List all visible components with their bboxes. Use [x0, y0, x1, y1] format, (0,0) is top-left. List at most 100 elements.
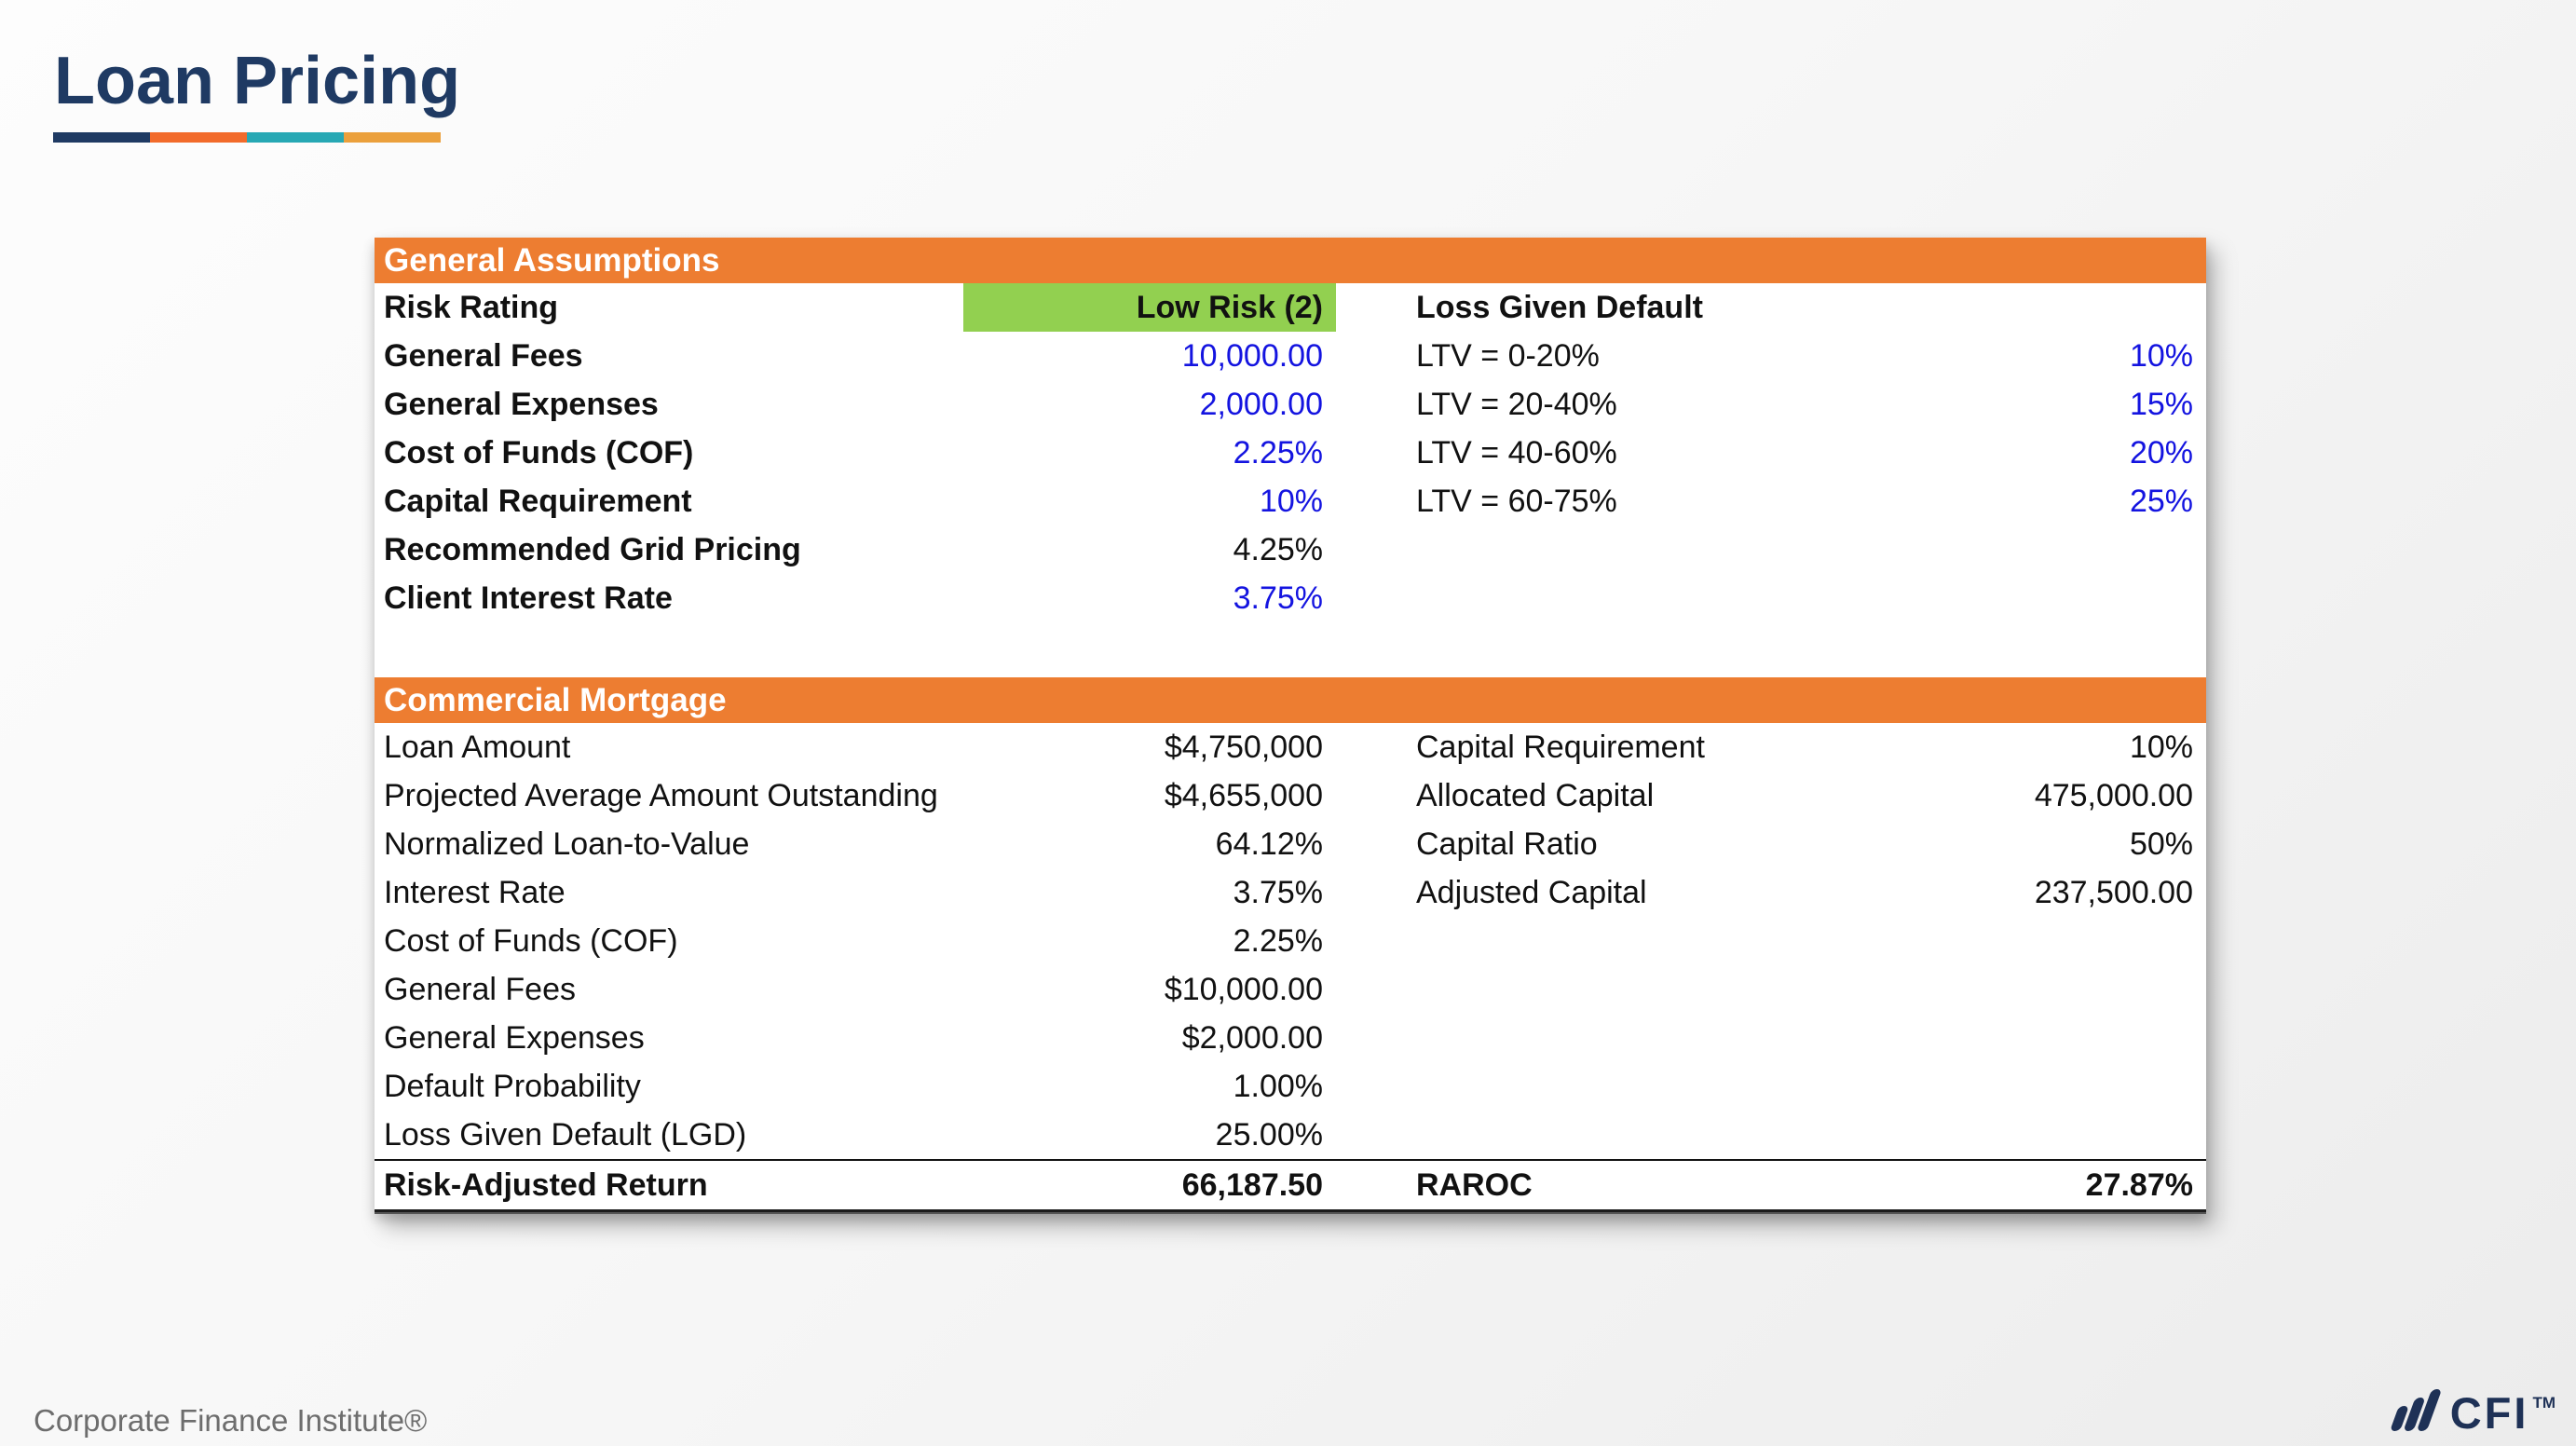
table-row: Client Interest Rate 3.75%	[375, 574, 2206, 622]
table-row: Capital Requirement 10% LTV = 60-75% 25%	[375, 477, 2206, 525]
table-row: Loan Amount $4,750,000 Capital Requirement…	[375, 723, 2206, 771]
row-value-right: 10%	[2129, 729, 2193, 765]
row-value-left: $4,750,000	[1164, 729, 1323, 765]
row-value-left: $10,000.00	[1164, 971, 1323, 1007]
title-accent-bar	[53, 132, 441, 143]
row-value-right[interactable]: 10%	[2129, 337, 2193, 374]
row-value-left[interactable]: 10%	[1259, 483, 1323, 519]
row-label-right	[1416, 525, 1938, 574]
cfi-logo: CFI TM	[2389, 1388, 2556, 1438]
risk-rating-input-cell[interactable]: Low Risk (2)	[963, 283, 1336, 332]
table-row: General Fees $10,000.00	[375, 965, 2206, 1014]
spacer	[1336, 525, 1416, 574]
row-value-left[interactable]: 3.75%	[1233, 580, 1323, 616]
table-row: Loss Given Default (LGD) 25.00%	[375, 1111, 2206, 1159]
spacer	[1336, 1161, 1416, 1209]
row-value-right	[1938, 283, 2206, 332]
row-label-left: Recommended Grid Pricing	[384, 531, 801, 567]
table-row: General Expenses $2,000.00	[375, 1014, 2206, 1062]
totals-right-label: RAROC	[1416, 1166, 1533, 1203]
row-value-right: 475,000.00	[2034, 777, 2193, 813]
table-row: Normalized Loan-to-Value 64.12% Capital Ra…	[375, 820, 2206, 868]
accent-bar-segment-teal	[247, 132, 344, 143]
row-value-right	[1938, 965, 2206, 1014]
row-value-left: 64.12%	[1215, 825, 1323, 862]
spacer	[1336, 820, 1416, 868]
row-value-right	[1938, 917, 2206, 965]
row-label-right: LTV = 40-60%	[1416, 434, 1617, 471]
row-label-right	[1416, 917, 1938, 965]
row-value-right: 50%	[2129, 825, 2193, 862]
row-value-left: 4.25%	[1233, 531, 1323, 567]
row-value-right	[1938, 525, 2206, 574]
row-label-right: Capital Ratio	[1416, 825, 1598, 862]
row-label-right	[1416, 1062, 1938, 1111]
row-label-right	[1416, 1014, 1938, 1062]
spacer	[1336, 477, 1416, 525]
section-header-general-assumptions: General Assumptions	[375, 238, 2206, 283]
row-label-left: Default Probability	[384, 1068, 641, 1104]
row-label-left: General Expenses	[384, 1019, 645, 1056]
cfi-logo-text: CFI	[2449, 1388, 2529, 1438]
row-value-right[interactable]: 15%	[2129, 386, 2193, 422]
row-value-right[interactable]: 25%	[2129, 483, 2193, 519]
row-value-left[interactable]: 2.25%	[1233, 434, 1323, 471]
row-label-right: Capital Requirement	[1416, 729, 1705, 765]
totals-row: Risk-Adjusted Return 66,187.50 RAROC 27.…	[375, 1159, 2206, 1209]
row-label-left: Capital Requirement	[384, 483, 692, 519]
table-row: Cost of Funds (COF) 2.25%	[375, 917, 2206, 965]
row-value-right	[1938, 1014, 2206, 1062]
row-value-left: 1.00%	[1233, 1068, 1323, 1104]
row-label-left: Cost of Funds (COF)	[384, 922, 678, 959]
row-label-right: Adjusted Capital	[1416, 874, 1647, 910]
row-value-left: 25.00%	[1215, 1116, 1323, 1153]
row-value-left[interactable]: 2,000.00	[1199, 386, 1323, 422]
table-bottom-double-border	[375, 1209, 2206, 1214]
spacer	[1336, 1062, 1416, 1111]
row-label-right: LTV = 60-75%	[1416, 483, 1617, 519]
row-value-left: $4,655,000	[1164, 777, 1323, 813]
row-label-right	[1416, 965, 1938, 1014]
page-title: Loan Pricing	[54, 44, 461, 118]
table-row: General Expenses 2,000.00 LTV = 20-40% 15%	[375, 380, 2206, 429]
row-label-left: General Expenses	[384, 386, 659, 422]
row-value-right	[1938, 1062, 2206, 1111]
table-row: Interest Rate 3.75% Adjusted Capital 237,50…	[375, 868, 2206, 917]
table-row: Projected Average Amount Outstanding $4,6…	[375, 771, 2206, 820]
spacer	[1336, 917, 1416, 965]
accent-bar-segment-amber	[344, 132, 441, 143]
row-label-left: Normalized Loan-to-Value	[384, 825, 750, 862]
row-label-left: General Fees	[384, 337, 583, 374]
cfi-logo-tm: TM	[2532, 1394, 2556, 1412]
table-row: General Fees 10,000.00 LTV = 0-20% 10%	[375, 332, 2206, 380]
row-label-left: Loss Given Default (LGD)	[384, 1116, 747, 1153]
row-label-right	[1416, 574, 1938, 622]
row-label-right: Loss Given Default	[1416, 289, 1703, 325]
spacer	[1336, 868, 1416, 917]
row-label-right: LTV = 0-20%	[1416, 337, 1600, 374]
row-label-left: Loan Amount	[384, 729, 571, 765]
row-value-left[interactable]: 10,000.00	[1181, 337, 1323, 374]
spacer	[1336, 1111, 1416, 1159]
row-label-left: General Fees	[384, 971, 576, 1007]
row-value-right[interactable]: 20%	[2129, 434, 2193, 471]
row-value-right: 237,500.00	[2034, 874, 2193, 910]
row-label-right: Allocated Capital	[1416, 777, 1655, 813]
row-label-left: Projected Average Amount Outstanding	[384, 777, 938, 813]
accent-bar-segment-orange	[150, 132, 247, 143]
section-gap	[375, 622, 2206, 677]
row-label-left: Cost of Funds (COF)	[384, 434, 694, 471]
row-value-right	[1938, 1111, 2206, 1159]
totals-left-label: Risk-Adjusted Return	[384, 1166, 708, 1203]
spacer	[1336, 723, 1416, 771]
accent-bar-segment-navy	[53, 132, 150, 143]
spacer	[1336, 1014, 1416, 1062]
row-value-left: 2.25%	[1233, 922, 1323, 959]
totals-right-value: 27.87%	[2085, 1166, 2193, 1203]
row-label-left: Risk Rating	[384, 289, 559, 325]
general-assumptions-rows: Risk Rating Low Risk (2) Loss Given Defaul…	[375, 283, 2206, 622]
spacer	[1336, 332, 1416, 380]
commercial-mortgage-rows: Loan Amount $4,750,000 Capital Requirement…	[375, 723, 2206, 1159]
row-label-right: LTV = 20-40%	[1416, 386, 1617, 422]
totals-left-value: 66,187.50	[1181, 1166, 1323, 1203]
